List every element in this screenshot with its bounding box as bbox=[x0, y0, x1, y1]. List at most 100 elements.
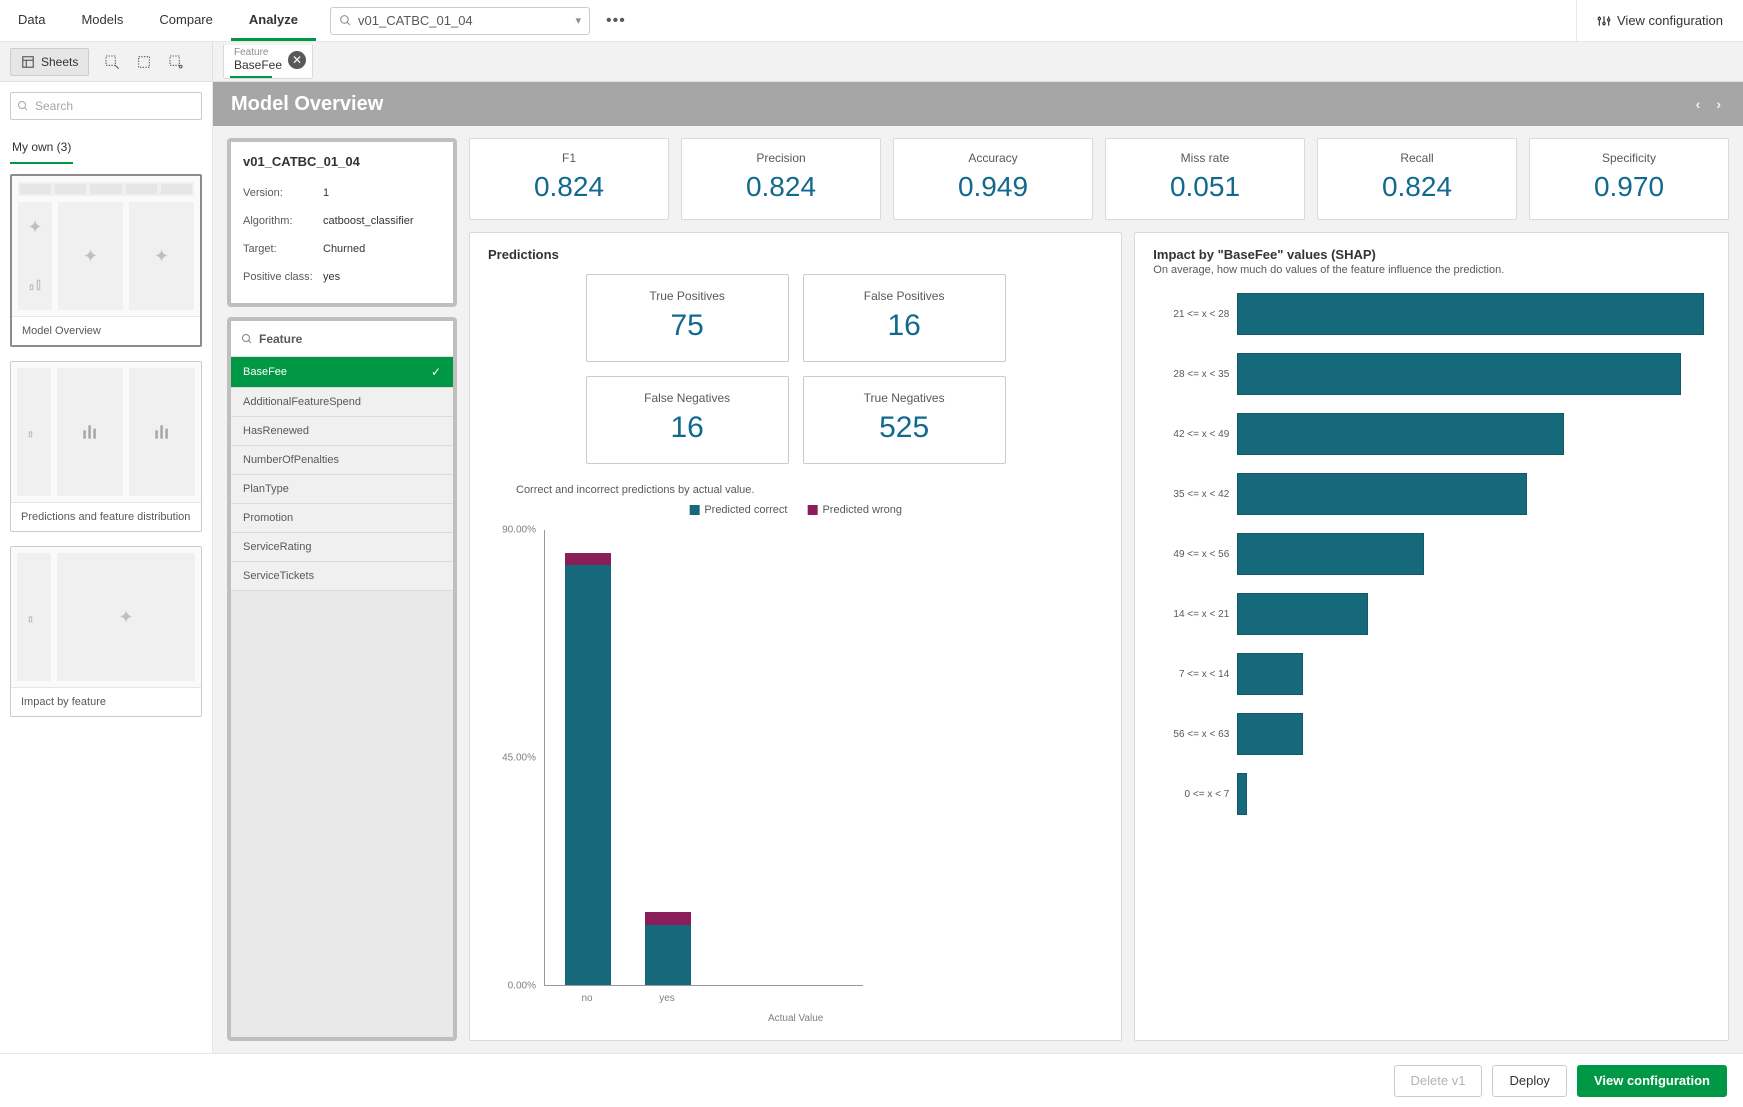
metric-label: Miss rate bbox=[1112, 151, 1298, 165]
page-title: Model Overview bbox=[231, 93, 383, 116]
shap-title: Impact by "BaseFee" values (SHAP) bbox=[1153, 247, 1710, 262]
shap-bar bbox=[1237, 773, 1246, 815]
shap-panel: Impact by "BaseFee" values (SHAP) On ave… bbox=[1134, 232, 1729, 1041]
shap-label: 14 <= x < 21 bbox=[1153, 609, 1237, 620]
shap-row: 7 <= x < 14 bbox=[1243, 644, 1710, 704]
feature-list-panel: Feature BaseFeeAdditionalFeatureSpendHas… bbox=[227, 317, 457, 1041]
active-filter-chip[interactable]: Feature BaseFee ✕ bbox=[223, 45, 313, 79]
shap-label: 7 <= x < 14 bbox=[1153, 669, 1237, 680]
sidebar-search[interactable]: Search bbox=[10, 92, 202, 120]
sliders-icon bbox=[1597, 14, 1611, 28]
shap-row: 35 <= x < 42 bbox=[1243, 464, 1710, 524]
sheet-thumbnail[interactable]: Predictions and feature distribution bbox=[10, 361, 202, 532]
x-axis-label: Actual Value bbox=[768, 1013, 823, 1024]
shap-label: 28 <= x < 35 bbox=[1153, 369, 1237, 380]
view-configuration-link[interactable]: View configuration bbox=[1576, 0, 1743, 41]
feature-item[interactable]: NumberOfPenalties bbox=[231, 446, 453, 475]
nav-tab-models[interactable]: Models bbox=[63, 0, 141, 41]
confusion-cell: False Positives16 bbox=[803, 274, 1006, 362]
model-name: v01_CATBC_01_04 bbox=[243, 154, 441, 169]
confusion-cell: True Positives75 bbox=[586, 274, 789, 362]
metric-label: Specificity bbox=[1536, 151, 1722, 165]
metric-card: Accuracy 0.949 bbox=[893, 138, 1093, 220]
predictions-title: Predictions bbox=[488, 247, 1103, 262]
metric-value: 0.949 bbox=[900, 171, 1086, 203]
metric-value: 0.824 bbox=[476, 171, 662, 203]
metric-label: Precision bbox=[688, 151, 874, 165]
shap-bar bbox=[1237, 413, 1564, 455]
shap-row: 49 <= x < 56 bbox=[1243, 524, 1710, 584]
nav-tabs: DataModelsCompareAnalyze bbox=[0, 0, 316, 41]
shap-row: 0 <= x < 7 bbox=[1243, 764, 1710, 824]
feature-item[interactable]: HasRenewed bbox=[231, 417, 453, 446]
feature-item[interactable]: ServiceTickets bbox=[231, 562, 453, 591]
shap-bar bbox=[1237, 293, 1704, 335]
legend-item: Predicted wrong bbox=[807, 504, 902, 516]
bar bbox=[565, 553, 611, 985]
filter-chip-label: Feature bbox=[234, 47, 282, 58]
deploy-button[interactable]: Deploy bbox=[1492, 1065, 1566, 1097]
metric-label: Accuracy bbox=[900, 151, 1086, 165]
metric-card: F10.824 bbox=[469, 138, 669, 220]
metric-card: Precision0.824 bbox=[681, 138, 881, 220]
search-icon bbox=[17, 100, 29, 112]
metric-value: 0.970 bbox=[1536, 171, 1722, 203]
feature-item[interactable]: AdditionalFeatureSpend bbox=[231, 388, 453, 417]
crop-tool-icon[interactable] bbox=[167, 53, 185, 71]
feature-search-label: Feature bbox=[259, 332, 302, 346]
confusion-cell: True Negatives525 bbox=[803, 376, 1006, 464]
model-info-row: Target:Churned bbox=[243, 235, 441, 263]
sheet-thumbnail[interactable]: ✦Impact by feature bbox=[10, 546, 202, 717]
metric-value: 0.824 bbox=[1324, 171, 1510, 203]
metric-label: Recall bbox=[1324, 151, 1510, 165]
next-sheet-icon[interactable]: › bbox=[1712, 92, 1725, 116]
close-icon[interactable]: ✕ bbox=[288, 51, 306, 69]
model-select[interactable]: v01_CATBC_01_04 ▾ bbox=[330, 7, 590, 35]
selection-tool-icon[interactable] bbox=[103, 53, 121, 71]
search-icon bbox=[241, 333, 253, 345]
sheets-icon bbox=[21, 55, 35, 69]
x-tick: yes bbox=[659, 993, 675, 1004]
page-title-bar: Model Overview ‹ › bbox=[213, 82, 1743, 126]
more-menu[interactable]: ••• bbox=[600, 8, 632, 34]
y-tick: 0.00% bbox=[508, 981, 536, 992]
legend-item: Predicted correct bbox=[689, 504, 787, 516]
y-tick: 45.00% bbox=[502, 753, 536, 764]
shap-bar bbox=[1237, 353, 1680, 395]
footer: Delete v1 Deploy View configuration bbox=[0, 1053, 1743, 1107]
feature-item[interactable]: BaseFee bbox=[231, 357, 453, 388]
shap-label: 0 <= x < 7 bbox=[1153, 789, 1237, 800]
lasso-tool-icon[interactable] bbox=[135, 53, 153, 71]
feature-search[interactable]: Feature bbox=[231, 321, 453, 357]
shap-label: 42 <= x < 49 bbox=[1153, 429, 1237, 440]
model-info-row: Positive class:yes bbox=[243, 263, 441, 291]
shap-bar bbox=[1237, 713, 1302, 755]
bar bbox=[645, 912, 691, 985]
sheets-button[interactable]: Sheets bbox=[10, 48, 89, 76]
toolbar: Sheets Feature BaseFee ✕ bbox=[0, 42, 1743, 82]
model-info-row: Version:1 bbox=[243, 179, 441, 207]
shap-row: 14 <= x < 21 bbox=[1243, 584, 1710, 644]
sidebar: Search My own (3) ✦✦✦Model OverviewPredi… bbox=[0, 82, 213, 1053]
model-info-row: Algorithm:catboost_classifier bbox=[243, 207, 441, 235]
predictions-chart: Predicted correct Predicted wrong 0.00% 45… bbox=[488, 504, 1103, 1026]
sheet-thumbnail[interactable]: ✦✦✦Model Overview bbox=[10, 174, 202, 347]
prev-sheet-icon[interactable]: ‹ bbox=[1692, 92, 1705, 116]
feature-item[interactable]: ServiceRating bbox=[231, 533, 453, 562]
model-info-panel: v01_CATBC_01_04 Version:1Algorithm:catbo… bbox=[227, 138, 457, 307]
metric-card: Specificity 0.970 bbox=[1529, 138, 1729, 220]
shap-bar bbox=[1237, 473, 1526, 515]
feature-item[interactable]: Promotion bbox=[231, 504, 453, 533]
feature-item[interactable]: PlanType bbox=[231, 475, 453, 504]
sheet-label: Model Overview bbox=[12, 316, 200, 345]
nav-tab-analyze[interactable]: Analyze bbox=[231, 0, 316, 41]
sheets-label: Sheets bbox=[41, 55, 78, 69]
sidebar-search-placeholder: Search bbox=[35, 99, 73, 113]
nav-tab-data[interactable]: Data bbox=[0, 0, 63, 41]
x-tick: no bbox=[581, 993, 592, 1004]
nav-tab-compare[interactable]: Compare bbox=[141, 0, 230, 41]
view-configuration-button[interactable]: View configuration bbox=[1577, 1065, 1727, 1097]
shap-label: 56 <= x < 63 bbox=[1153, 729, 1237, 740]
shap-bar bbox=[1237, 653, 1302, 695]
sidebar-group-header[interactable]: My own (3) bbox=[10, 132, 73, 164]
